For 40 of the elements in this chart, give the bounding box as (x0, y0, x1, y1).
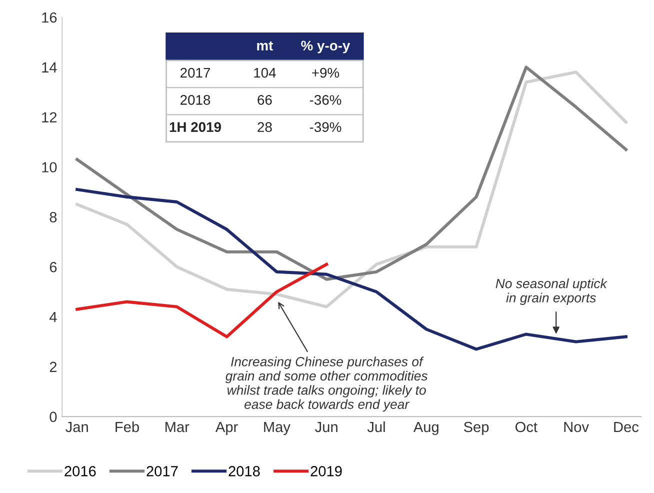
y-tick-label: 12 (42, 112, 57, 122)
y-tick-label: 0 (50, 412, 57, 422)
legend-label: 2017 (146, 466, 178, 476)
y-tick-label: 10 (42, 162, 57, 172)
annotation: 104 (254, 68, 276, 78)
annotation: -39% (310, 122, 342, 132)
x-tick-label: May (264, 422, 290, 436)
x-tick-label: Feb (116, 421, 139, 432)
y-tick-label: 6 (50, 262, 57, 272)
x-tick-label: Apr (215, 422, 238, 436)
annotation: 1H 2019 (170, 122, 221, 132)
legend-label: 2018 (228, 466, 260, 476)
annotation: -36% (310, 95, 342, 105)
x-tick-label: Jul (367, 421, 385, 432)
annotation: mt (257, 41, 274, 51)
y-tick-label: 8 (50, 212, 57, 222)
x-tick-label: Nov (564, 422, 589, 432)
x-tick-label: Oct (516, 422, 538, 432)
y-tick-label: 2 (50, 362, 57, 372)
annotation: 2017 (180, 68, 210, 78)
line-series (76, 262, 328, 338)
annotation: No seasonal uptick in grain exports (496, 278, 608, 306)
x-tick-label: Jan (66, 422, 88, 432)
legend-label: 2016 (64, 466, 96, 476)
y-tick-label: 4 (49, 312, 57, 322)
y-tick-label: 14 (42, 62, 57, 72)
annotation: Increasing Chinese purchases of grain and some other commodities whilst trade talks ongoing; likely to ease back towards end year (225, 356, 428, 412)
x-tick-label: Dec (614, 422, 639, 432)
annotation: 66 (258, 95, 272, 105)
annotation: 2018 (180, 95, 210, 105)
x-tick-label: Sep (464, 422, 489, 436)
legend-label: 2019 (310, 466, 342, 476)
annotation: +9% (312, 68, 340, 78)
x-tick-label: Jun (315, 422, 338, 432)
y-tick-label: 16 (42, 12, 57, 23)
x-tick-label: Aug (413, 422, 438, 436)
line-series (76, 188, 628, 351)
annotation: 28 (258, 122, 272, 132)
x-tick-label: Mar (166, 422, 190, 432)
annotation: % y-o-y (301, 40, 350, 54)
